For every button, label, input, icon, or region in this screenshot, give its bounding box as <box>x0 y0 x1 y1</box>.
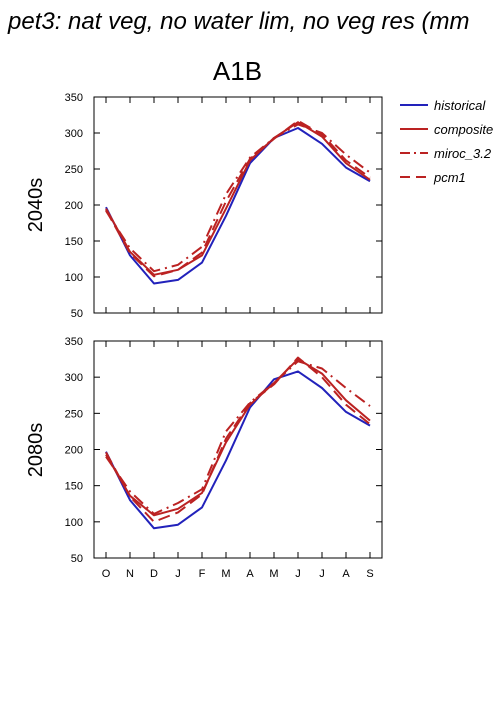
series-line-pcm1 <box>105 119 371 278</box>
series-line-miroc_3.2 <box>105 360 371 515</box>
x-tick-label: F <box>199 568 206 580</box>
panel-label-2080s: 2080s <box>25 423 47 478</box>
x-tick-label: J <box>175 568 181 580</box>
y-tick-label: 250 <box>65 408 83 420</box>
legend-label-composite: composite <box>434 122 493 137</box>
x-tick-label: O <box>102 568 111 580</box>
x-tick-label: A <box>342 568 350 580</box>
series-line-historical <box>105 370 371 530</box>
series-line-composite <box>105 358 371 517</box>
y-tick-label: 150 <box>65 236 83 248</box>
series-line-pcm1 <box>105 356 371 523</box>
series-line-historical <box>105 127 371 285</box>
panel-label-2040s: 2040s <box>25 178 47 233</box>
y-tick-label: 350 <box>65 336 83 348</box>
x-tick-label: N <box>126 568 134 580</box>
y-tick-label: 300 <box>65 128 83 140</box>
series-line-composite <box>105 121 371 276</box>
x-tick-label: M <box>221 568 230 580</box>
y-tick-label: 150 <box>65 481 83 493</box>
x-tick-label: A <box>246 568 254 580</box>
legend-label-historical: historical <box>434 98 486 113</box>
x-tick-label: S <box>366 568 373 580</box>
x-tick-label: D <box>150 568 158 580</box>
scenario-title: A1B <box>212 56 263 86</box>
y-tick-label: 100 <box>65 272 83 284</box>
legend-label-pcm1: pcm1 <box>433 170 466 185</box>
y-tick-label: 50 <box>71 553 83 565</box>
y-tick-label: 350 <box>65 92 83 104</box>
plot-frame-2080s <box>93 340 383 559</box>
x-tick-label: J <box>319 568 325 580</box>
x-tick-label: J <box>295 568 301 580</box>
y-tick-label: 250 <box>65 164 83 176</box>
y-tick-label: 300 <box>65 372 83 384</box>
series-line-miroc_3.2 <box>105 123 371 273</box>
legend-label-miroc_3.2: miroc_3.2 <box>434 146 492 161</box>
y-tick-label: 200 <box>65 445 83 457</box>
page-title: pet3: nat veg, no water lim, no veg res … <box>8 8 470 35</box>
x-tick-label: M <box>269 568 278 580</box>
y-tick-label: 100 <box>65 517 83 529</box>
y-tick-label: 50 <box>71 308 83 320</box>
plot-frame-2040s <box>93 96 383 314</box>
y-tick-label: 200 <box>65 200 83 212</box>
